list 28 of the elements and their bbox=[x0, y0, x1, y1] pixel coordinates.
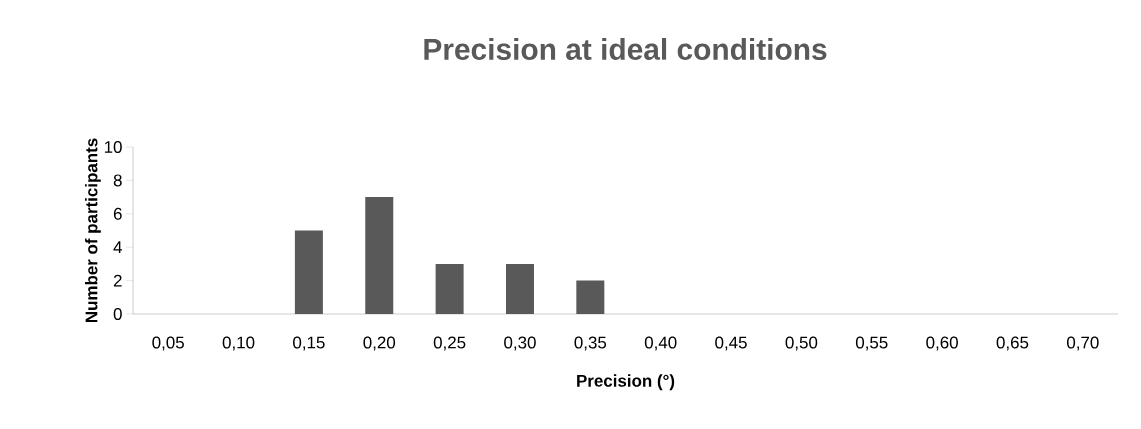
x-tick-label: 0,70 bbox=[1067, 336, 1099, 351]
y-axis-title: Number of participants bbox=[85, 138, 101, 323]
x-tick-label: 0,60 bbox=[926, 336, 958, 351]
y-tick-label: 4 bbox=[113, 241, 122, 254]
x-tick-label: 0,15 bbox=[293, 336, 325, 351]
y-tick-label: 10 bbox=[104, 141, 122, 153]
x-tick-label: 0,45 bbox=[715, 336, 747, 351]
bar bbox=[294, 230, 323, 314]
y-tick-label: 2 bbox=[113, 274, 122, 287]
x-tick-label: 0,55 bbox=[855, 336, 888, 351]
x-tick-label: 0,10 bbox=[222, 336, 255, 351]
bar bbox=[576, 280, 605, 314]
x-tick-label: 0,30 bbox=[504, 336, 536, 351]
x-tick-label: 0,05 bbox=[152, 336, 184, 351]
chart-title: Precision at ideal conditions bbox=[424, 38, 827, 60]
bar bbox=[435, 263, 464, 314]
y-tick-label: 6 bbox=[113, 207, 122, 220]
bar bbox=[505, 263, 534, 314]
x-tick-label: 0,50 bbox=[785, 336, 818, 351]
x-tick-label: 0,20 bbox=[363, 336, 396, 351]
x-tick-label: 0,35 bbox=[574, 336, 607, 351]
y-tick-label: 0 bbox=[113, 308, 122, 320]
x-tick-label: 0,65 bbox=[996, 336, 1029, 351]
x-tick-label: 0,25 bbox=[433, 336, 466, 351]
x-axis-title: Precision (°) bbox=[577, 374, 675, 391]
y-tick-label: 8 bbox=[113, 174, 122, 187]
x-tick-label: 0,40 bbox=[644, 336, 677, 351]
bar bbox=[365, 197, 394, 314]
